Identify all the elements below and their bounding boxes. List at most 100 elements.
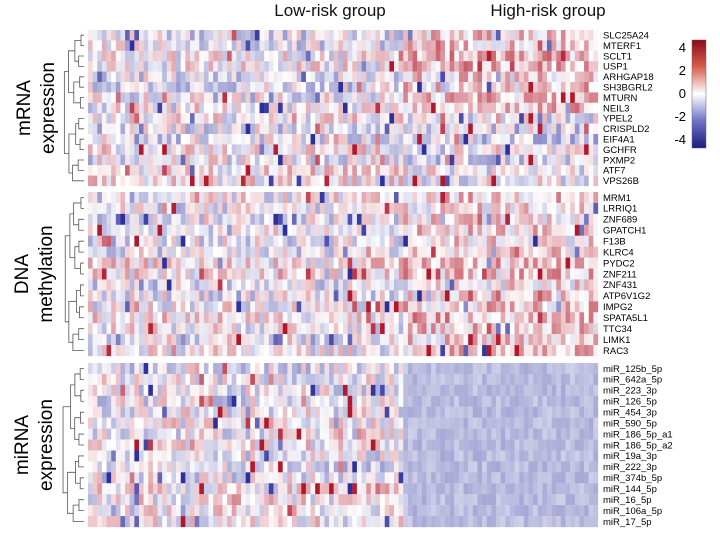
heatmap-cell	[301, 113, 307, 124]
heatmap-cell	[394, 450, 399, 462]
heatmap-cell	[417, 461, 422, 473]
heatmap-cell	[579, 144, 585, 155]
heatmap-cell	[287, 345, 293, 357]
heatmap-cell	[245, 82, 251, 93]
heatmap-cell	[148, 373, 154, 386]
heatmap-cell	[120, 290, 126, 302]
heatmap-cell	[426, 516, 432, 528]
heatmap-cell	[556, 202, 562, 215]
heatmap-cell	[421, 312, 427, 324]
heatmap-cell	[426, 192, 432, 204]
heatmap-cell	[343, 461, 348, 473]
heatmap-cell	[115, 290, 121, 302]
heatmap-cell	[584, 417, 589, 429]
heatmap-cell	[222, 505, 228, 517]
heatmap-cell	[435, 50, 441, 62]
heatmap-cell	[574, 417, 580, 429]
heatmap-cell	[268, 334, 274, 346]
heatmap-cell	[398, 516, 404, 528]
heatmap-cell	[222, 406, 228, 418]
heatmap-cell	[296, 428, 302, 440]
heatmap-cell	[361, 113, 367, 124]
heatmap-cell	[296, 40, 302, 51]
heatmap-cell	[352, 246, 358, 258]
heatmap-cell	[593, 439, 599, 451]
heatmap-cell	[486, 154, 492, 166]
heatmap-cell	[250, 246, 256, 258]
heatmap-cell	[426, 213, 432, 225]
heatmap-cell	[254, 516, 260, 528]
heatmap-cell	[560, 246, 566, 258]
heatmap-cell	[454, 154, 460, 166]
heatmap-cell	[477, 384, 483, 396]
heatmap-cell	[547, 113, 552, 124]
heatmap-cell	[157, 450, 163, 462]
heatmap-cell	[241, 113, 246, 124]
heatmap-cell	[593, 202, 599, 215]
heatmap-cell	[514, 30, 520, 41]
heatmap-cell	[236, 257, 242, 269]
heatmap-cell	[509, 395, 515, 407]
heatmap-cell	[426, 154, 432, 166]
heatmap-cell	[157, 154, 163, 166]
heatmap-cell	[152, 154, 158, 166]
heatmap-cell	[458, 505, 464, 517]
heatmap-cell	[403, 268, 409, 280]
heatmap-cell	[236, 516, 242, 528]
heatmap-cell	[88, 312, 93, 324]
heatmap-cell	[273, 123, 279, 135]
heatmap-cell	[458, 312, 464, 324]
heatmap-cell	[560, 472, 566, 484]
heatmap-cell	[245, 61, 251, 72]
heatmap-cell	[115, 334, 121, 346]
heatmap-cell	[449, 134, 455, 145]
heatmap-cell	[347, 395, 353, 407]
heatmap-cell	[343, 82, 348, 93]
heatmap-cell	[278, 439, 283, 451]
heatmap-cell	[273, 71, 279, 83]
heatmap-cell	[551, 92, 557, 103]
heatmap-cell	[500, 373, 506, 386]
heatmap-cell	[333, 235, 339, 247]
heatmap-cell	[449, 268, 455, 280]
heatmap-cell	[579, 246, 585, 258]
heatmap-cell	[458, 395, 464, 407]
heatmap-cell	[417, 323, 422, 335]
heatmap-cell	[324, 92, 330, 103]
heatmap-cell	[333, 71, 339, 83]
heatmap-cell	[203, 363, 209, 375]
heatmap-cell	[417, 505, 422, 517]
heatmap-cell	[403, 165, 409, 176]
heatmap-cell	[366, 213, 371, 225]
heatmap-cell	[528, 82, 534, 93]
heatmap-cell	[231, 71, 237, 83]
heatmap-cell	[338, 192, 344, 204]
heatmap-cell	[514, 384, 520, 396]
heatmap-cell	[287, 373, 293, 386]
heatmap-cell	[375, 384, 381, 396]
heatmap-cell	[556, 224, 562, 236]
heatmap-cell	[222, 30, 228, 41]
heatmap-cell	[190, 290, 195, 302]
heatmap-cell	[227, 395, 232, 407]
heatmap-cell	[579, 102, 585, 114]
heatmap-cell	[509, 384, 515, 396]
heatmap-cell	[319, 224, 325, 236]
heatmap-cell	[366, 323, 371, 335]
heatmap-cell	[213, 279, 218, 291]
heatmap-cell	[97, 113, 103, 124]
heatmap-cell	[486, 505, 492, 517]
heatmap-cell	[463, 192, 469, 204]
heatmap-cell	[556, 40, 562, 51]
heatmap-cell	[208, 202, 214, 215]
heatmap-cell	[375, 290, 381, 302]
heatmap-cell	[115, 505, 121, 517]
heatmap-cell	[287, 363, 293, 375]
heatmap-cell	[523, 505, 529, 517]
heatmap-cell	[319, 30, 325, 41]
heatmap-cell	[542, 213, 548, 225]
heatmap-cell	[213, 40, 218, 51]
heatmap-cell	[584, 439, 589, 451]
heatmap-cell	[454, 301, 460, 313]
heatmap-cell	[190, 134, 195, 145]
